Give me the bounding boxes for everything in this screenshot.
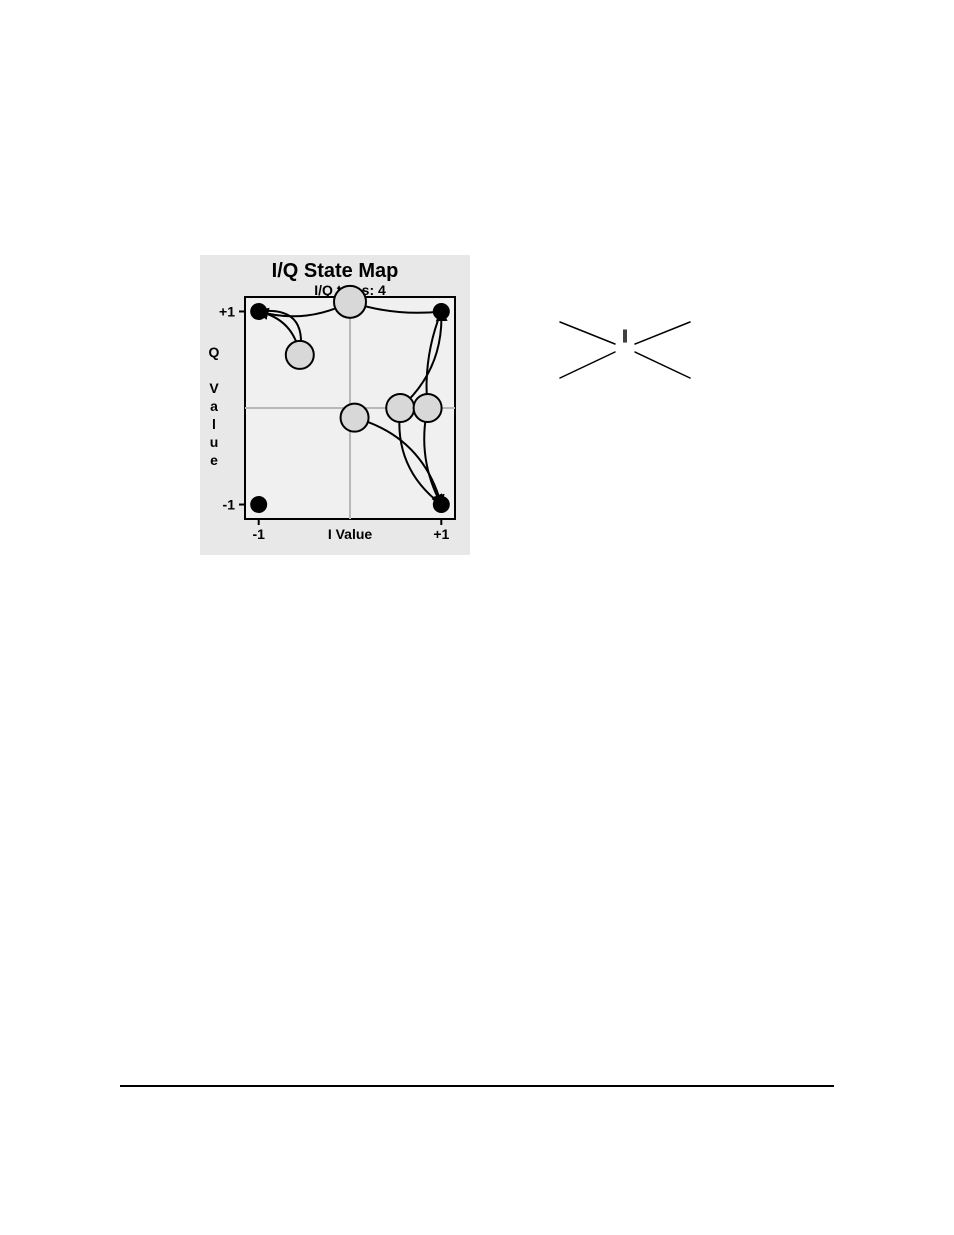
asterisk-svg [540,300,710,410]
svg-text:Q: Q [209,344,220,360]
iq-state-map-figure: I/Q State MapI/Q tates: 4+1-1-1+1Q Value… [200,255,470,555]
horizontal-divider [120,1085,834,1087]
svg-text:e: e [210,452,218,468]
svg-text:+1: +1 [433,526,449,542]
svg-text:-1: -1 [252,526,265,542]
svg-text:-1: -1 [223,497,236,513]
svg-text:u: u [210,434,219,450]
svg-text:a: a [210,398,218,414]
svg-text:+1: +1 [219,303,235,319]
svg-text:l: l [212,416,216,432]
page: I/Q State MapI/Q tates: 4+1-1-1+1Q Value… [0,0,954,1235]
iq-state-map-svg: I/Q State MapI/Q tates: 4+1-1-1+1Q Value… [200,255,470,555]
svg-text:I Value: I Value [328,526,373,542]
asterisk-mark [540,300,710,410]
svg-text:I/Q State Map: I/Q State Map [272,260,399,282]
svg-text:V: V [209,380,219,396]
